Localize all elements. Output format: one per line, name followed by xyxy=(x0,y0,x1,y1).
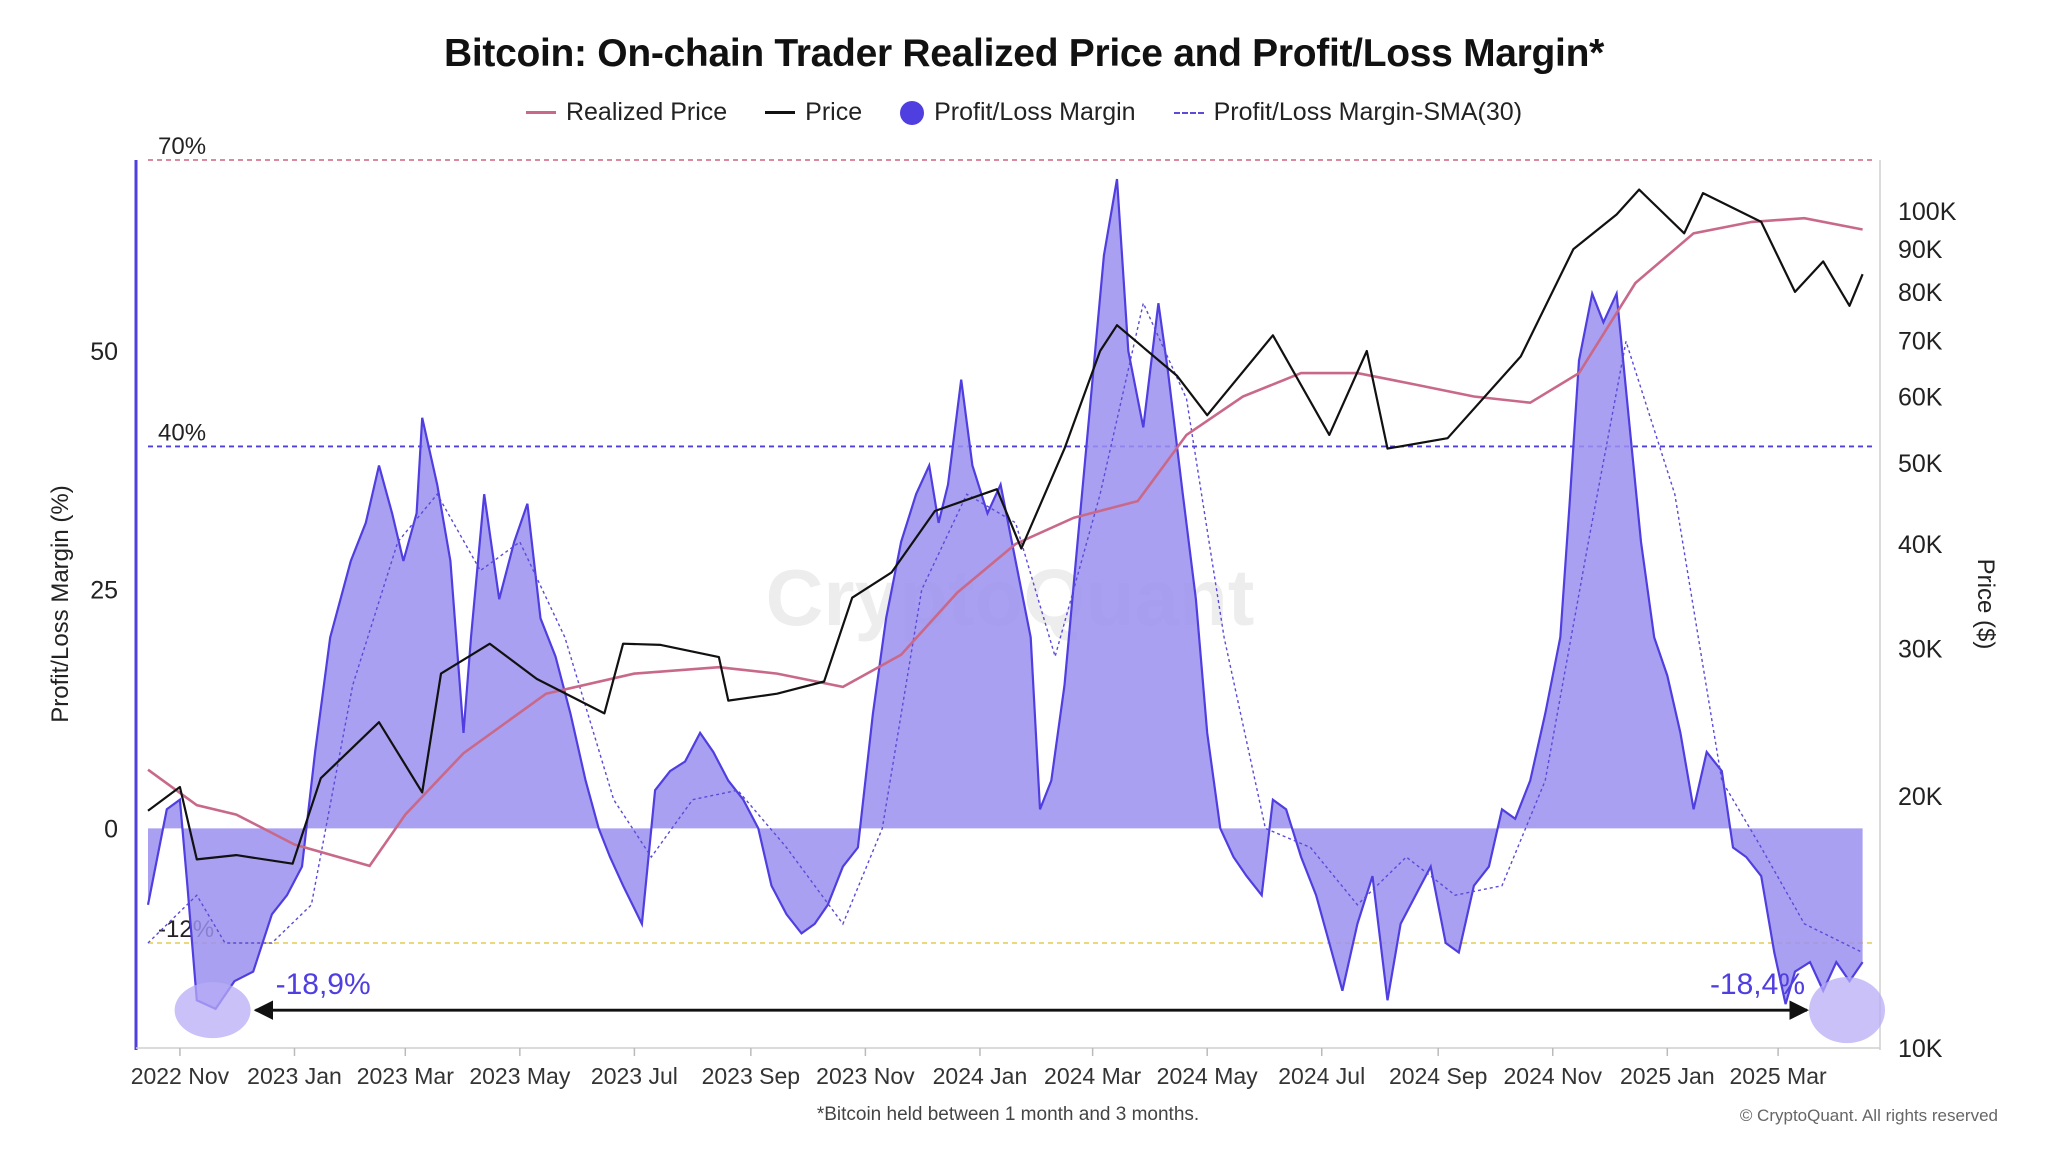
x-tick-label: 2023 Nov xyxy=(816,1063,915,1089)
y-right-tick-label: 80K xyxy=(1898,279,1943,307)
annotations: -18,9% -18,4% xyxy=(174,968,1886,1044)
series-lines xyxy=(147,188,1864,954)
y-right-tick-label: 20K xyxy=(1898,783,1943,811)
y-right-tick-label: 10K xyxy=(1898,1035,1943,1063)
legend-label: Realized Price xyxy=(565,98,728,126)
legend-item-profit-loss-margin[interactable]: Profit/Loss Margin xyxy=(900,98,1136,127)
low-highlight-circle xyxy=(1809,977,1886,1044)
legend-item-realized-price[interactable]: Realized Price xyxy=(525,98,728,127)
reference-line-label: 40% xyxy=(158,419,206,446)
price-swatch xyxy=(765,111,796,114)
realized-price-swatch xyxy=(525,111,556,114)
y-left-axis-label: Profit/Loss Margin (%) xyxy=(47,485,74,722)
y-right-tick-label: 60K xyxy=(1898,384,1943,412)
margin-swatch xyxy=(900,100,925,125)
legend-item-price[interactable]: Price xyxy=(765,98,862,127)
y-right-tick-label: 70K xyxy=(1898,327,1943,355)
x-tick-label: 2024 Mar xyxy=(1044,1063,1142,1089)
x-tick-label: 2023 May xyxy=(469,1063,571,1089)
copyright: © CryptoQuant. All rights reserved xyxy=(1739,1106,1998,1125)
x-tick-label: 2023 Jan xyxy=(247,1063,342,1089)
sma-line xyxy=(147,301,1863,954)
y-right-tick-label: 100K xyxy=(1898,198,1957,226)
annotation-label: -18,9% xyxy=(276,968,371,1001)
y-left-tick-label: 25 xyxy=(90,577,118,605)
price-line xyxy=(147,188,1864,865)
low-highlight-circle xyxy=(174,982,251,1039)
y-left-tick-label: 50 xyxy=(90,338,118,366)
legend-label: Profit/Loss Margin-SMA(30) xyxy=(1213,98,1523,126)
y-right-tick-label: 90K xyxy=(1898,236,1943,264)
x-tick-label: 2024 Nov xyxy=(1504,1063,1603,1089)
x-tick-label: 2024 May xyxy=(1157,1063,1259,1089)
x-tick-label: 2023 Jul xyxy=(591,1063,678,1089)
x-tick-label: 2025 Mar xyxy=(1730,1063,1828,1089)
x-tick-label: 2022 Nov xyxy=(131,1063,230,1089)
x-tick-label: 2024 Jan xyxy=(933,1063,1028,1089)
x-tick-label: 2024 Sep xyxy=(1389,1063,1487,1089)
axes: 0 25 50 10K 20K 30K 40K 50K 60K 70K 80K 90K 100K Prof… xyxy=(47,160,1999,1089)
legend-label: Profit/Loss Margin xyxy=(934,98,1136,126)
y-left-tick-label: 0 xyxy=(104,815,118,843)
annotation-label: -18,4% xyxy=(1710,968,1805,1001)
margin-area-fill xyxy=(148,179,1863,1009)
y-right-tick-label: 50K xyxy=(1898,450,1943,478)
chart-title: Bitcoin: On-chain Trader Realized Price … xyxy=(444,32,1604,75)
margin-area xyxy=(146,178,1864,1011)
legend-label: Price xyxy=(805,98,863,126)
margin-line xyxy=(146,178,1864,1011)
y-right-tick-label: 40K xyxy=(1898,531,1943,559)
x-tick-label: 2023 Mar xyxy=(357,1063,455,1089)
footnote: *Bitcoin held between 1 month and 3 mont… xyxy=(816,1104,1200,1125)
legend: Realized Price Price Profit/Loss Margin … xyxy=(0,98,2048,127)
realized-price-line xyxy=(147,216,1863,868)
sma-swatch xyxy=(1173,111,1204,114)
legend-item-margin-sma[interactable]: Profit/Loss Margin-SMA(30) xyxy=(1173,98,1523,127)
reference-line-label: 70% xyxy=(158,133,206,160)
x-tick-label: 2023 Sep xyxy=(702,1063,800,1089)
x-tick-label: 2024 Jul xyxy=(1278,1063,1365,1089)
y-right-axis-label: Price ($) xyxy=(1972,559,1999,650)
y-right-tick-label: 30K xyxy=(1898,636,1943,664)
x-tick-label: 2025 Jan xyxy=(1620,1063,1715,1089)
